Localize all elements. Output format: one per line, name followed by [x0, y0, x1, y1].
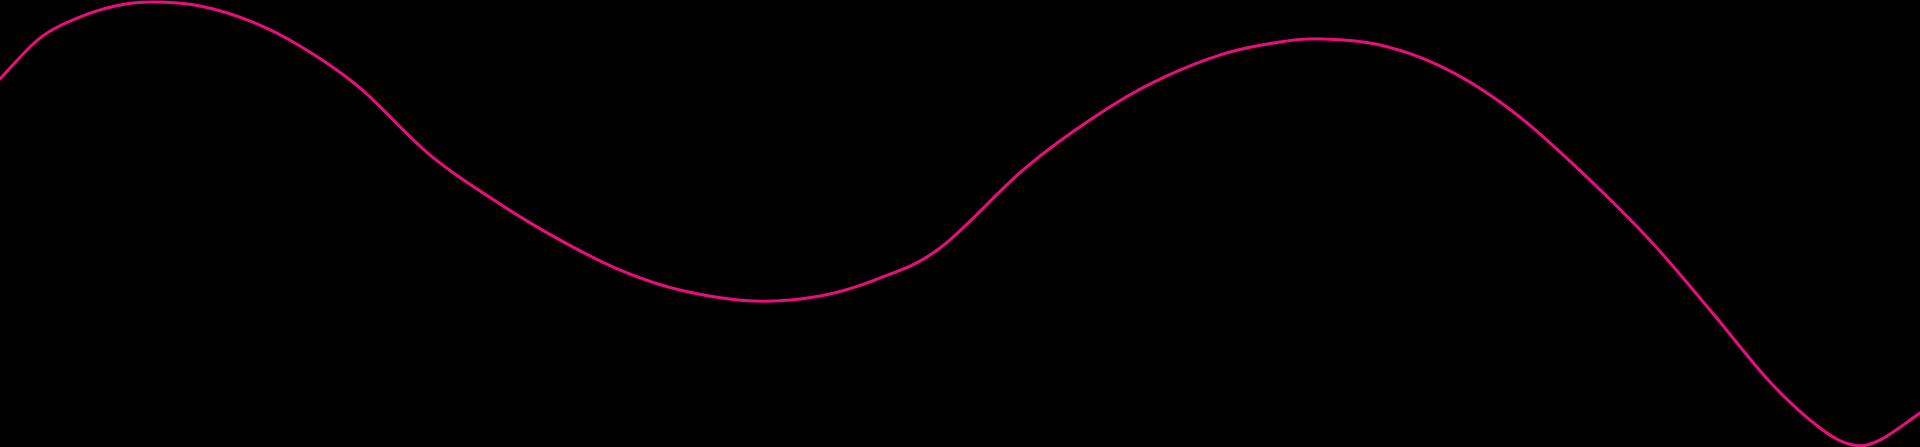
- chart-background: [0, 0, 1920, 447]
- waveform-canvas: [0, 0, 1920, 447]
- wave-curve: [0, 0, 1920, 447]
- wave-chart: [0, 0, 1920, 447]
